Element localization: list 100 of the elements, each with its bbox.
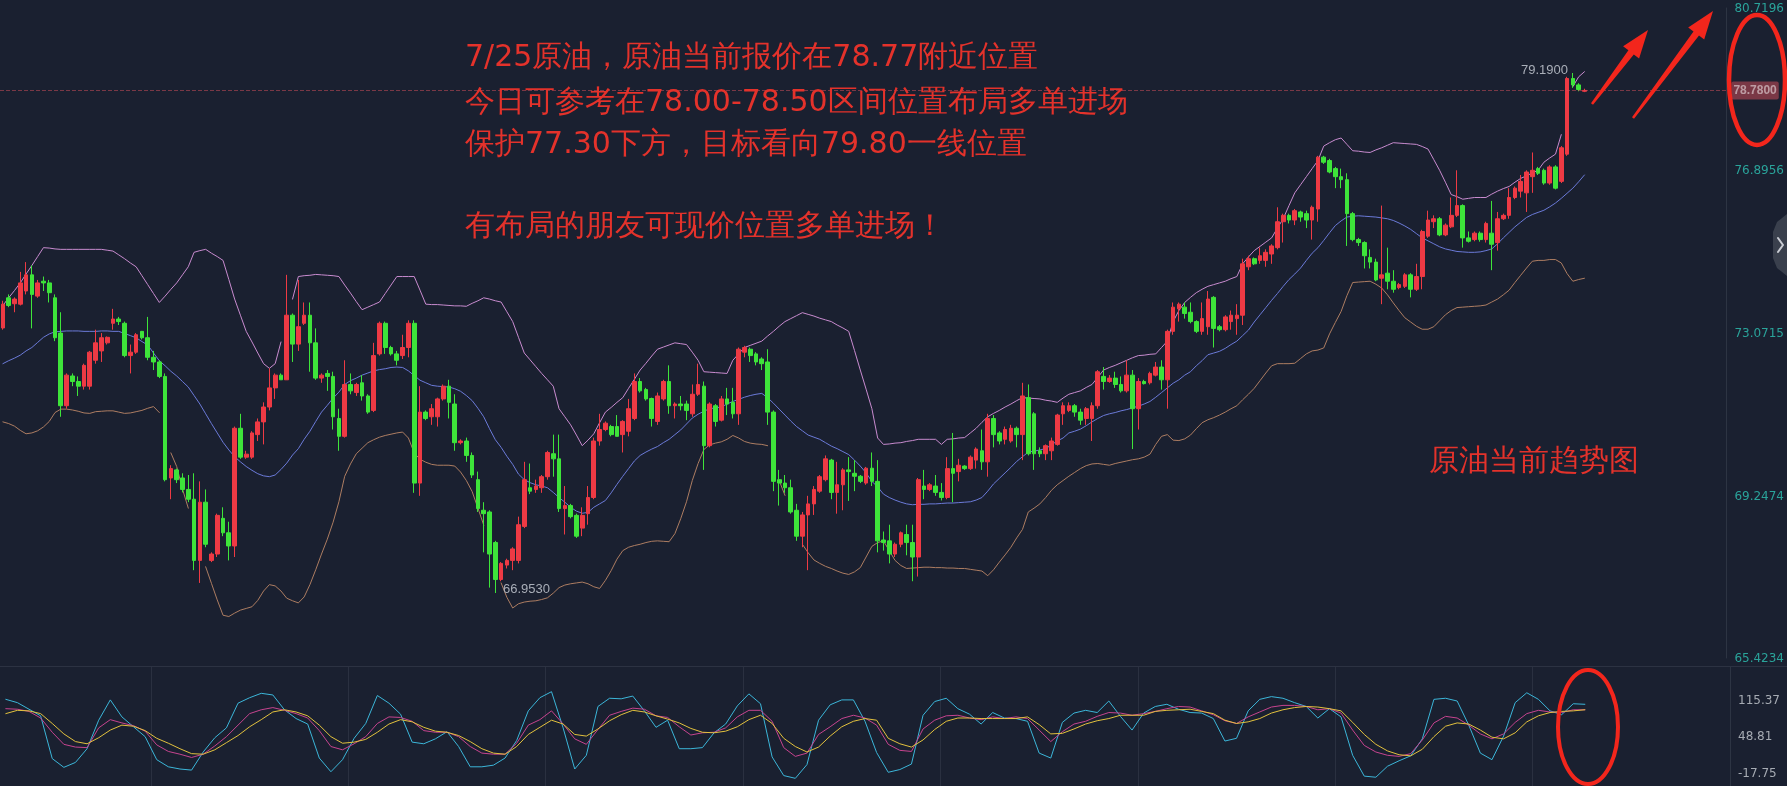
candlestick [1014,426,1019,448]
annotation: 有布局的朋友可现价位置多单进场！ [465,206,945,242]
candlestick [337,408,341,452]
candlestick [1,300,5,331]
candlestick [951,432,955,503]
candlestick [366,393,370,415]
candlestick [1397,282,1401,290]
candlestick [916,477,921,578]
candlestick [713,403,718,428]
candlestick [122,321,127,358]
candlestick [452,393,457,452]
candlestick [290,313,295,363]
candlestick [377,321,382,357]
candlestick [1038,446,1042,458]
candlestick [563,485,567,535]
y-tick-label: 80.7196 [1734,1,1784,15]
candlestick [1136,377,1141,431]
candlestick [1130,369,1135,450]
candlestick [922,469,926,500]
candlestick [829,458,834,500]
y-tick-label: 69.2474 [1734,488,1784,503]
candlestick [956,458,961,482]
candlestick [1536,166,1540,176]
candlestick [1107,374,1112,384]
candlestick [1542,168,1546,186]
candlestick [719,395,724,422]
candlestick [319,372,324,384]
annotation: 原油当前趋势图 [1429,441,1639,477]
candlestick [1003,426,1007,445]
candlestick [302,301,306,326]
annotation: 保护77.30下方，目标看向79.80一线位置 [465,124,1027,160]
line-series [5,691,1586,779]
candlestick [360,374,364,402]
candlestick [203,488,208,548]
candlestick [342,359,347,439]
candlestick [893,542,897,558]
candlestick [6,293,11,308]
candlestick [35,279,40,299]
candlestick [673,401,677,419]
candlestick [1067,401,1071,413]
candlestick [476,471,480,513]
candlestick [725,387,729,416]
candlestick [1142,379,1146,385]
candlestick [1020,382,1025,461]
candlestick [528,463,532,495]
candlestick [354,382,359,397]
candlestick [418,385,422,497]
candlestick [1478,231,1483,243]
candlestick [284,274,289,381]
candlestick [1489,200,1494,271]
candlestick [1403,272,1407,289]
candlestick [1287,213,1291,224]
candlestick [1408,272,1413,298]
candlestick [296,279,301,352]
annotation: 79.1900 [1521,61,1568,77]
y-tick-label: 65.4234 [1734,651,1784,665]
candlestick [348,372,353,395]
candlestick [30,265,34,329]
candlestick [1437,216,1442,237]
candlestick [111,308,115,331]
candlestick [64,372,69,410]
candlestick [846,456,851,502]
candlestick [707,401,712,448]
candlestick [731,387,735,419]
y-tick-label: 76.8956 [1734,163,1784,178]
candlestick [1582,88,1587,93]
candlestick [412,319,417,494]
candlestick [169,464,173,500]
candlestick [1177,301,1181,323]
candlestick [232,426,237,558]
candlestick [447,379,451,419]
candlestick [1484,221,1488,244]
candlestick [1252,256,1257,266]
y-tick-label: -17.75 [1738,765,1777,780]
candlestick [1124,359,1129,394]
candlestick [962,464,967,471]
candlestick [1368,248,1372,269]
candlestick [702,381,706,471]
y-tick-label: 115.37 [1738,692,1780,707]
candlestick [1310,205,1314,241]
candlestick [279,372,283,381]
candlestick [1009,424,1013,444]
y-tick-label: 73.0715 [1734,326,1784,340]
annotation: 今日可参考在78.00-78.50区间位置布局多单进场 [465,82,1128,118]
candlestick [423,409,428,421]
candlestick [1159,359,1164,391]
candlestick [1206,290,1210,336]
candlestick [1061,401,1065,426]
candlestick [638,377,642,394]
candlestick [116,316,121,326]
candlestick [458,438,463,445]
candlestick [238,413,243,460]
annotation: 66.9530 [503,580,550,596]
candlestick [371,342,376,413]
y-tick-label: 48.81 [1738,729,1773,744]
candlestick [927,482,932,492]
candlestick [864,466,868,486]
candlestick [1316,155,1320,223]
candlestick [1472,231,1477,242]
candlestick [835,461,839,515]
